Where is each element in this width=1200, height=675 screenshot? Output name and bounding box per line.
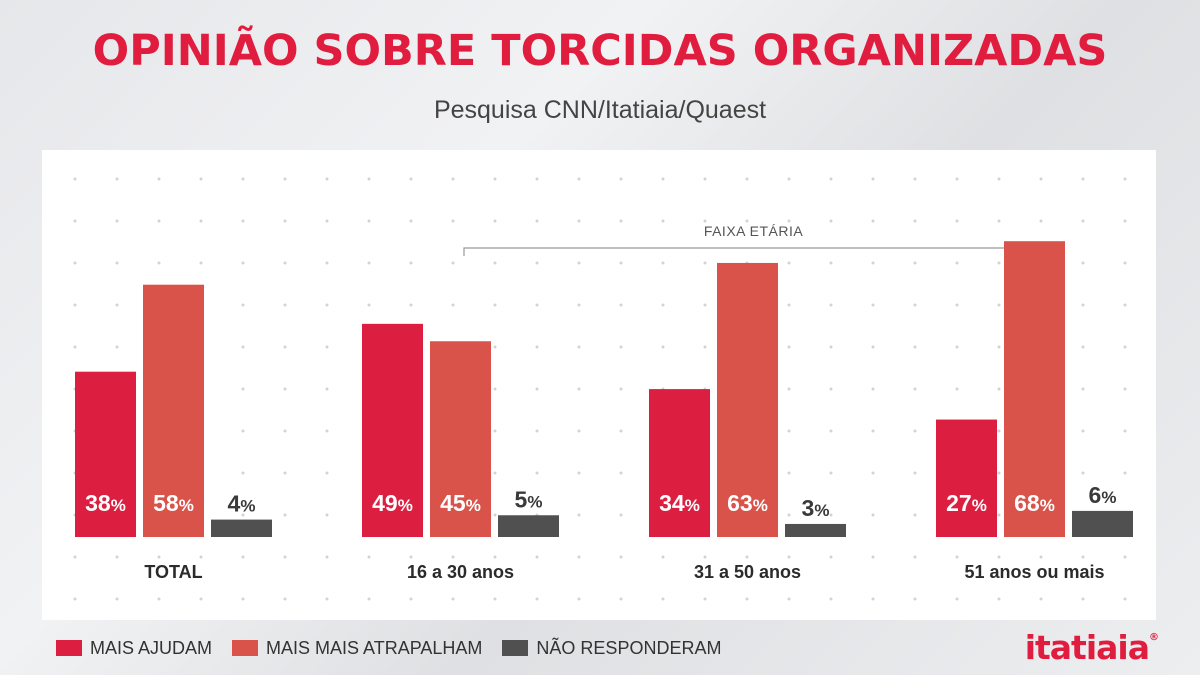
- bar-mais-atrapalham-3: [1004, 241, 1065, 537]
- bar-mais-atrapalham-1: [430, 341, 491, 537]
- value-label-nao-responderam-1: 5%: [515, 486, 543, 512]
- value-label-mais-atrapalham-0: 58%: [153, 490, 194, 516]
- value-label-nao-responderam-0: 4%: [228, 491, 256, 517]
- age-group-bracket: FAIXA ETÁRIA: [463, 223, 1044, 256]
- chart-panel: FAIXA ETÁRIA 38% 58% 4% 49% 45% 5% 34% 63% 3% 27%…: [42, 150, 1156, 620]
- bar-mais-ajudam-2: [649, 389, 710, 537]
- legend-label: MAIS AJUDAM: [90, 637, 213, 658]
- bars-layer: [75, 241, 1133, 537]
- bar-mais-atrapalham-0: [143, 284, 204, 537]
- value-label-mais-ajudam-3: 27%: [946, 490, 987, 516]
- value-label-mais-ajudam-1: 49%: [372, 490, 413, 516]
- bar-nao-responderam-1: [498, 515, 559, 537]
- bar-mais-ajudam-0: [75, 371, 136, 537]
- legend-item-nao-responderam: NÃO RESPONDERAM: [502, 638, 721, 659]
- bar-nao-responderam-2: [785, 523, 846, 537]
- value-label-nao-responderam-3: 6%: [1089, 482, 1117, 508]
- bar-mais-atrapalham-2: [717, 262, 778, 537]
- legend-item-mais-atrapalham: MAIS MAIS ATRAPALHAM: [232, 638, 482, 659]
- legend-item-mais-ajudam: MAIS AJUDAM: [56, 638, 212, 659]
- value-label-mais-atrapalham-3: 68%: [1014, 490, 1055, 516]
- value-labels-layer: 38% 58% 4% 49% 45% 5% 34% 63% 3% 27% 68% 6%: [85, 482, 1116, 521]
- itatiaia-logo: itatiaia®: [1024, 628, 1159, 667]
- bar-mais-ajudam-1: [362, 323, 423, 537]
- value-label-mais-ajudam-2: 34%: [659, 490, 700, 516]
- value-label-mais-atrapalham-1: 45%: [440, 490, 481, 516]
- legend-label: NÃO RESPONDERAM: [536, 637, 722, 658]
- chart-title: OPINIÃO SOBRE TORCIDAS ORGANIZADAS: [92, 26, 1108, 76]
- value-label-mais-atrapalham-2: 63%: [727, 490, 768, 516]
- bar-nao-responderam-3: [1072, 510, 1133, 537]
- legend-swatch: [56, 640, 82, 656]
- category-label-3: 51 anos ou mais: [964, 562, 1104, 582]
- category-label-2: 31 a 50 anos: [694, 562, 801, 582]
- bar-mais-ajudam-3: [936, 419, 997, 537]
- bracket-label: FAIXA ETÁRIA: [704, 223, 804, 239]
- bracket-line: [463, 247, 1044, 256]
- logo-text: itatiaia: [1024, 628, 1150, 667]
- legend-swatch: [502, 640, 529, 656]
- legend-label: MAIS MAIS ATRAPALHAM: [266, 637, 483, 658]
- legend: MAIS AJUDAM MAIS MAIS ATRAPALHAM NÃO RES…: [56, 636, 741, 660]
- chart-subtitle: Pesquisa CNN/Itatiaia/Quaest: [433, 96, 767, 124]
- bar-chart: FAIXA ETÁRIA 38% 58% 4% 49% 45% 5% 34% 63% 3% 27%…: [75, 223, 1133, 582]
- legend-swatch: [232, 640, 259, 656]
- category-labels-layer: TOTAL 16 a 30 anos 31 a 50 anos 51 anos ou …: [144, 562, 1104, 582]
- value-label-mais-ajudam-0: 38%: [85, 490, 126, 516]
- category-label-0: TOTAL: [144, 562, 202, 582]
- value-label-nao-responderam-2: 3%: [802, 495, 830, 521]
- bar-nao-responderam-0: [211, 519, 272, 537]
- category-label-1: 16 a 30 anos: [407, 562, 514, 582]
- logo-registered-mark: ®: [1149, 632, 1159, 643]
